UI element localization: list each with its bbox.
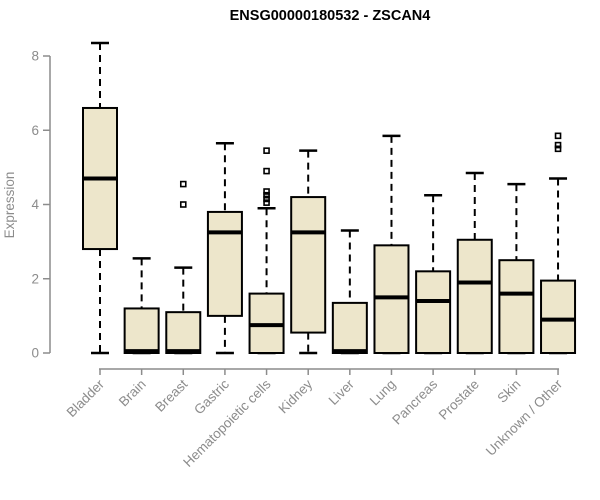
iqr-box-gastric — [206, 210, 243, 317]
boxplot-bladder — [82, 41, 118, 355]
boxplot-kidney — [290, 149, 327, 355]
boxplot-liver — [331, 229, 368, 355]
boxplot-hematopoietic-cells — [248, 147, 285, 355]
x-tick-label-prostate: Prostate — [436, 377, 482, 423]
chart-title: ENSG00000180532 - ZSCAN4 — [230, 8, 431, 24]
boxplot-lung — [373, 134, 410, 355]
y-axis-title: Expression — [2, 172, 17, 239]
boxplot-pancreas — [415, 193, 452, 355]
outlier-point-unknown-other — [554, 145, 562, 153]
boxplot-breast — [165, 180, 202, 355]
outlier-point-hematopoietic-cells — [263, 191, 270, 199]
outlier-point-breast — [179, 180, 187, 188]
x-tick-label-skin: Skin — [494, 377, 523, 406]
iqr-box-prostate — [456, 238, 493, 354]
boxplot-skin — [498, 182, 535, 355]
outlier-point-hematopoietic-cells — [263, 188, 270, 195]
x-tick-label-unknown-other: Unknown / Other — [483, 376, 566, 459]
x-tick-label-breast: Breast — [152, 376, 190, 414]
x-tick-label-liver: Liver — [326, 376, 358, 408]
boxplot-prostate — [456, 171, 493, 355]
x-tick-label-kidney: Kidney — [276, 376, 316, 416]
iqr-box-breast — [165, 311, 202, 355]
boxplot-unknown-other — [540, 132, 577, 355]
x-tick-label-gastric: Gastric — [191, 376, 232, 417]
x-tick-label-brain: Brain — [116, 377, 149, 410]
outlier-point-hematopoietic-cells — [263, 167, 270, 175]
boxplot-brain — [123, 257, 160, 355]
x-tick-label-lung: Lung — [367, 377, 399, 409]
iqr-box-unknown-other — [540, 279, 577, 355]
y-tick-label: 4 — [31, 197, 39, 212]
iqr-box-liver — [331, 301, 368, 355]
outlier-point-hematopoietic-cells — [263, 147, 270, 154]
outlier-point-breast — [179, 201, 187, 208]
y-tick-label: 0 — [31, 346, 39, 361]
boxplot-gastric — [206, 141, 243, 355]
y-tick-label: 2 — [31, 271, 39, 286]
y-tick-label: 8 — [31, 49, 39, 64]
y-tick-label: 6 — [31, 123, 39, 138]
x-tick-label-pancreas: Pancreas — [389, 376, 440, 427]
iqr-box-skin — [498, 259, 535, 354]
iqr-box-pancreas — [415, 270, 452, 355]
outlier-point-unknown-other — [554, 132, 562, 140]
iqr-box-kidney — [290, 196, 327, 334]
outlier-point-unknown-other — [554, 141, 562, 149]
iqr-box-brain — [123, 307, 160, 355]
x-tick-label-bladder: Bladder — [64, 376, 108, 420]
outlier-point-hematopoietic-cells — [263, 195, 270, 203]
outlier-point-hematopoietic-cells — [263, 199, 270, 206]
